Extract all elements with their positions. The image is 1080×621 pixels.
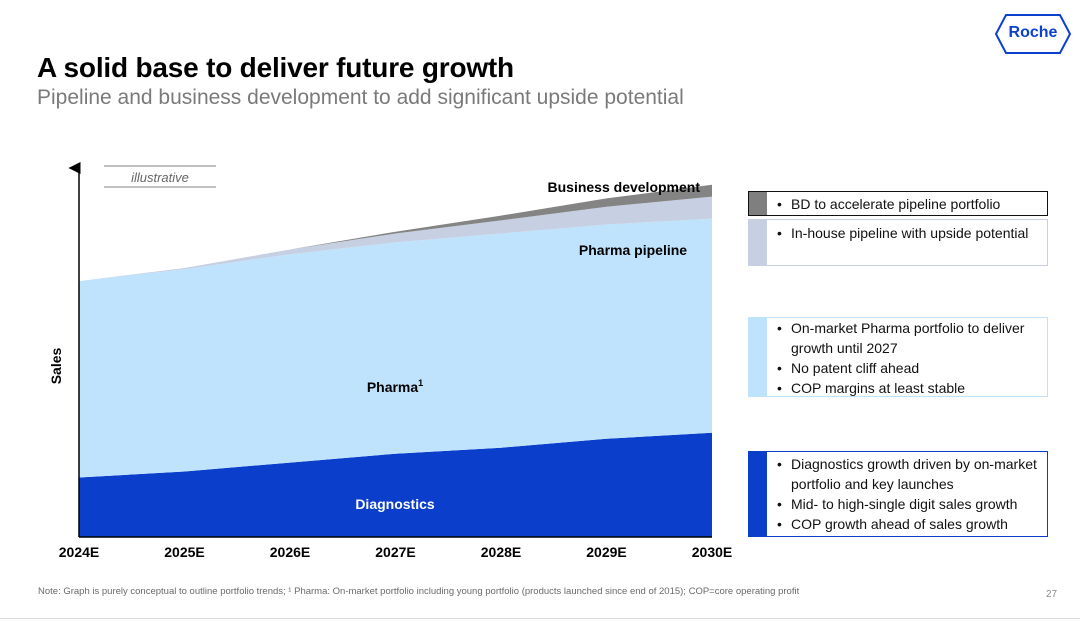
bullet-item: Mid- to high-single digit sales growth: [777, 494, 1041, 514]
bullet-item: COP growth ahead of sales growth: [777, 514, 1041, 534]
bullet-item: In-house pipeline with upside potential: [777, 223, 1041, 243]
stacked-area-chart: illustrative Sales 2024E 2025E 2026E 2027E 2…: [48, 162, 732, 560]
legend-bullets-business-development: BD to accelerate pipeline portfolio: [749, 194, 1047, 214]
illustrative-label: illustrative: [131, 170, 189, 185]
series-label-pharma: Pharma1: [367, 378, 423, 395]
x-tick-label: 2028E: [481, 544, 521, 560]
bullet-item: Diagnostics growth driven by on-market p…: [777, 454, 1041, 494]
legend-box-pharma-pipeline: In-house pipeline with upside potential: [748, 219, 1048, 266]
legend-swatch-pharma-pipeline: [749, 220, 767, 265]
legend-bullets-diagnostics: Diagnostics growth driven by on-market p…: [749, 454, 1047, 534]
area-pharma: [79, 218, 712, 478]
x-tick-label: 2027E: [375, 544, 415, 560]
legend-bullets-pharma: On-market Pharma portfolio to deliver gr…: [749, 318, 1047, 398]
series-label-pharma-pipeline: Pharma pipeline: [579, 242, 687, 258]
legend-bullets-pharma-pipeline: In-house pipeline with upside potential: [749, 223, 1047, 243]
series-label-diagnostics: Diagnostics: [355, 496, 435, 512]
bullet-item: BD to accelerate pipeline portfolio: [777, 194, 1041, 214]
x-tick-label: 2030E: [692, 544, 732, 560]
series-label-business-development: Business development: [548, 179, 701, 195]
bullet-item: No patent cliff ahead: [777, 358, 1041, 378]
legend-box-business-development: BD to accelerate pipeline portfolio: [748, 191, 1048, 216]
roche-logo-icon: [995, 14, 1071, 54]
legend-swatch-business-development: [749, 192, 767, 215]
series-label-pharma-text: Pharma: [367, 379, 419, 395]
page-subtitle: Pipeline and business development to add…: [37, 86, 684, 109]
page-title: A solid base to deliver future growth: [37, 52, 514, 83]
bullet-item: COP margins at least stable: [777, 378, 1041, 398]
series-label-pharma-sup: 1: [418, 378, 423, 388]
legend-box-pharma: On-market Pharma portfolio to deliver gr…: [748, 317, 1048, 398]
legend-swatch-pharma: [749, 318, 767, 396]
x-tick-label: 2026E: [270, 544, 310, 560]
x-tick-label: 2029E: [586, 544, 626, 560]
roche-logo-text: Roche: [1008, 24, 1058, 41]
bottom-divider: [0, 618, 1080, 619]
legend-swatch-diagnostics: [749, 452, 767, 536]
y-axis-label: Sales: [48, 347, 64, 384]
page-number: 27: [1046, 589, 1058, 600]
bullet-item: On-market Pharma portfolio to deliver gr…: [777, 318, 1041, 358]
x-tick-label: 2025E: [164, 544, 204, 560]
area-diagnostics: [79, 432, 712, 537]
footnote: Note: Graph is purely conceptual to outl…: [38, 586, 800, 597]
legend-box-diagnostics: Diagnostics growth driven by on-market p…: [748, 451, 1048, 537]
area-pharma-pipeline: [79, 196, 712, 282]
area-business-development: [79, 184, 712, 282]
x-tick-label: 2024E: [59, 544, 99, 560]
